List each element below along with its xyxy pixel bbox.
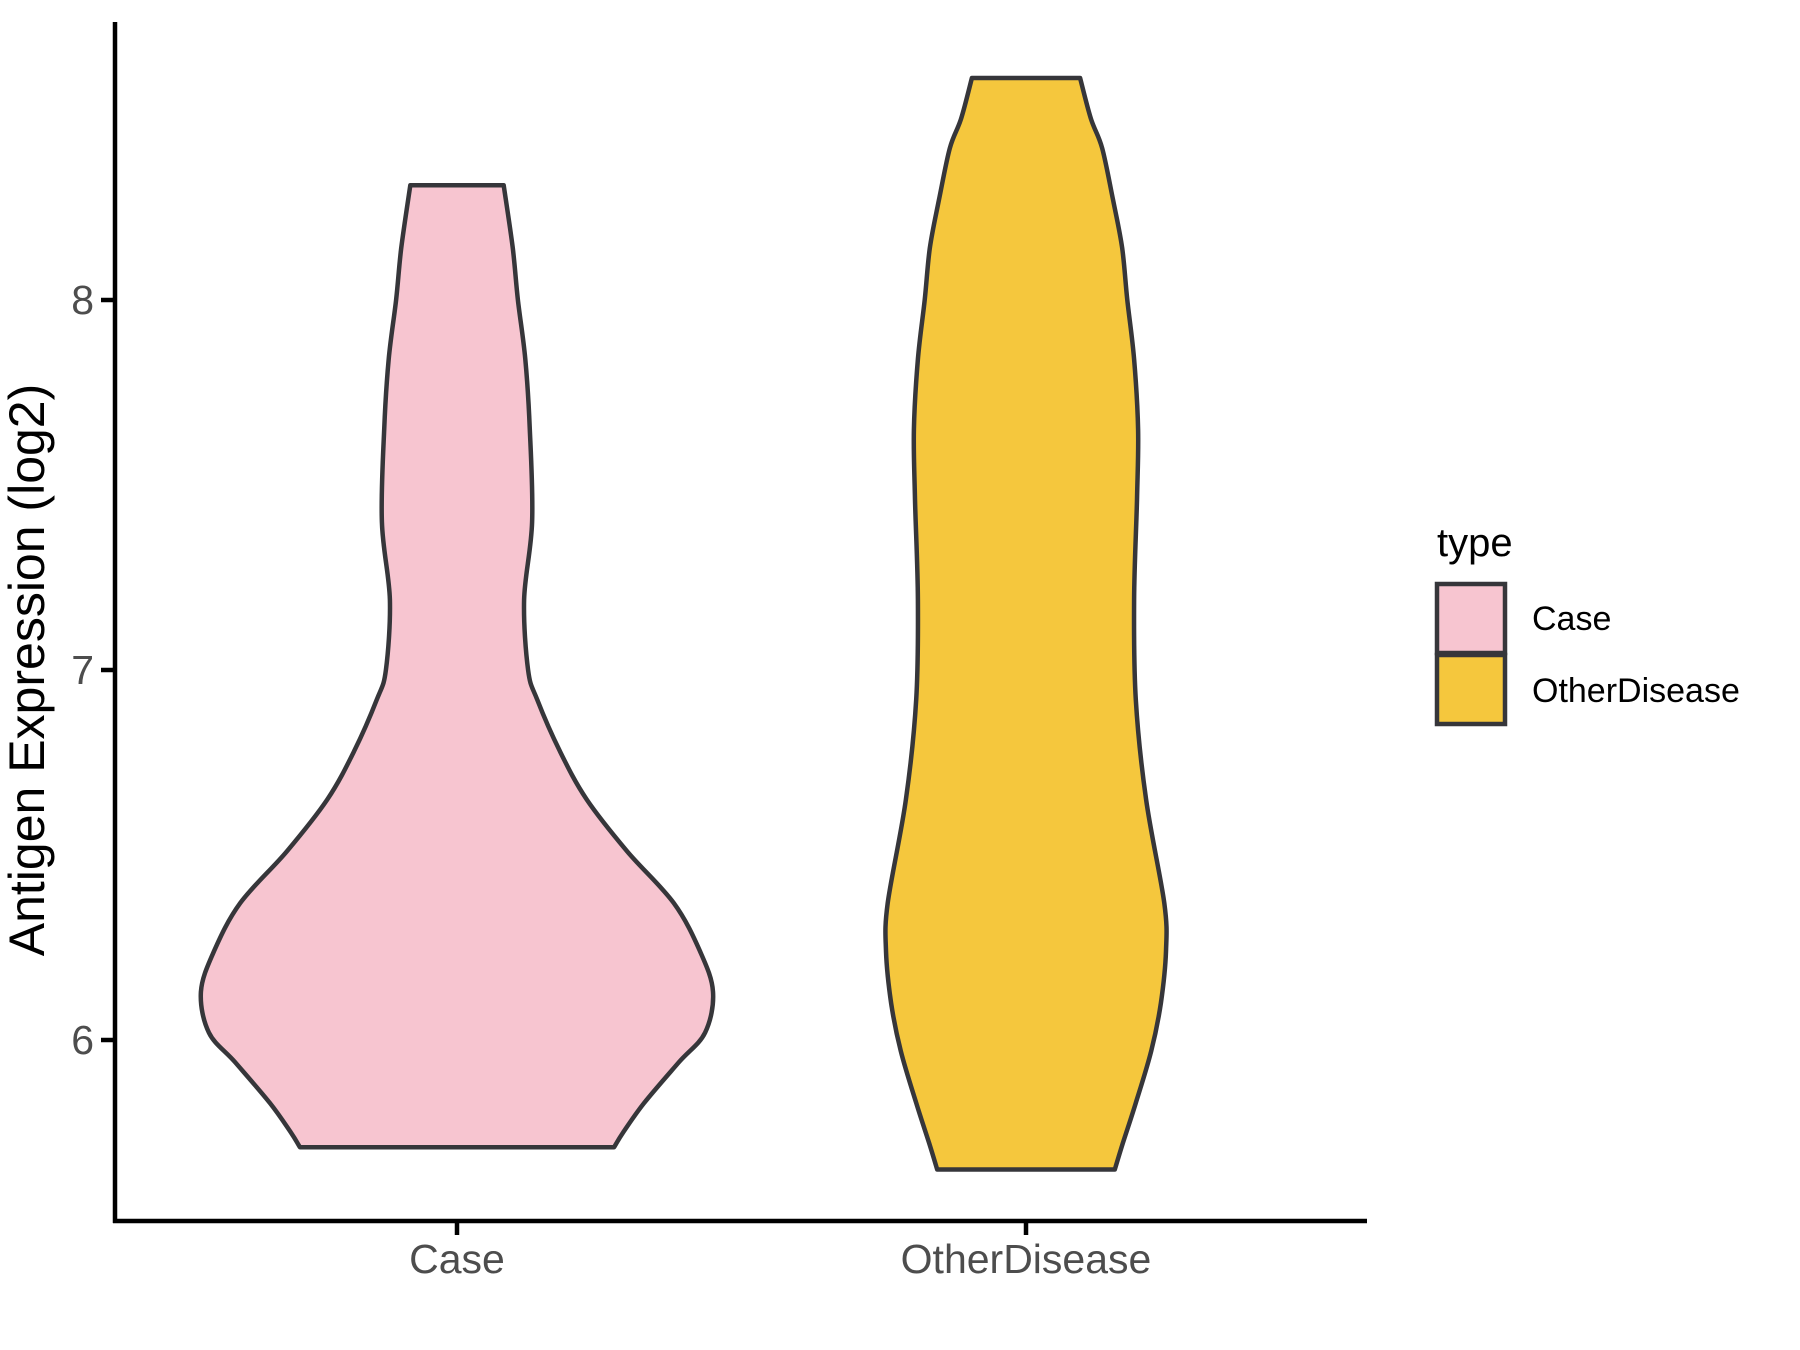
legend: type Case OtherDisease [1434,521,1740,727]
x-tick-label-case: Case [409,1236,505,1282]
y-tick-label-7: 7 [71,647,94,693]
x-tick-label-otherdisease: OtherDisease [901,1236,1152,1282]
y-axis: 8 7 6 Antigen Expression (log2) [0,22,118,1223]
y-axis-title: Antigen Expression (log2) [0,384,55,957]
violin-case [198,183,716,1150]
y-tick-label-6: 6 [71,1017,94,1063]
legend-swatch-otherdisease [1434,652,1508,727]
violin-otherdisease [883,75,1169,1172]
legend-swatch-case [1434,581,1508,656]
plot-panel: 8 7 6 Antigen Expression (log2) Case Oth… [0,22,1367,1282]
legend-label-case: Case [1532,600,1611,638]
x-axis: Case OtherDisease [113,1218,1367,1282]
legend-title: type [1437,521,1513,565]
y-tick-label-8: 8 [71,277,94,323]
legend-label-otherdisease: OtherDisease [1532,672,1740,710]
